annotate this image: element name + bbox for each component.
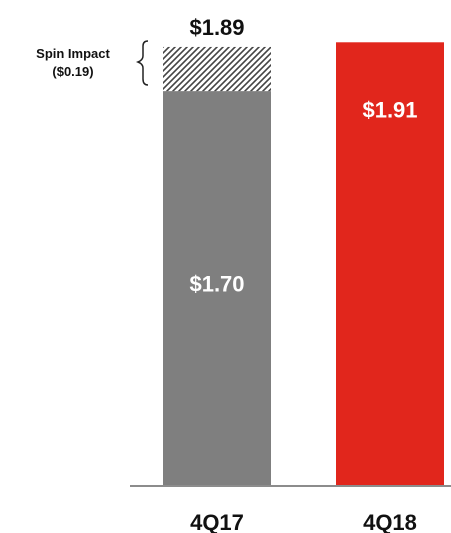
x-tick-labels: 4Q17 4Q18 bbox=[190, 510, 417, 533]
annotation-line-2: ($0.19) bbox=[52, 64, 93, 79]
x-tick-label-4q18: 4Q18 bbox=[363, 510, 417, 533]
data-label-4q18: $1.91 bbox=[362, 98, 417, 123]
bar-4q18 bbox=[336, 42, 444, 487]
labels-layer: $1.70 $1.89 $1.91 bbox=[189, 15, 417, 297]
bar-4q17-spin-impact bbox=[163, 46, 271, 92]
data-label-4q17: $1.70 bbox=[189, 272, 244, 297]
annotation-line-1: Spin Impact bbox=[36, 46, 110, 61]
total-label-4q17: $1.89 bbox=[189, 15, 244, 40]
x-tick-label-4q17: 4Q17 bbox=[190, 510, 244, 533]
bar-4q17 bbox=[163, 91, 271, 487]
bars-layer bbox=[163, 42, 444, 487]
spin-impact-annotation: Spin Impact ($0.19) bbox=[36, 40, 149, 86]
annotation-brace bbox=[135, 40, 149, 86]
